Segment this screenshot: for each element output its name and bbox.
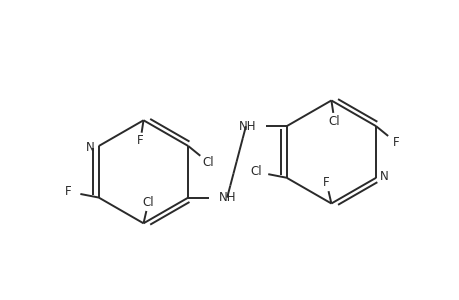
Text: F: F <box>137 134 143 148</box>
Text: NH: NH <box>218 191 236 204</box>
Text: N: N <box>86 141 95 154</box>
Text: Cl: Cl <box>202 156 213 169</box>
Text: NH: NH <box>238 120 255 133</box>
Text: F: F <box>65 185 71 198</box>
Text: F: F <box>323 176 329 189</box>
Text: Cl: Cl <box>250 165 261 178</box>
Text: F: F <box>392 136 398 149</box>
Text: Cl: Cl <box>142 196 154 209</box>
Text: Cl: Cl <box>328 115 340 128</box>
Text: N: N <box>379 170 388 183</box>
